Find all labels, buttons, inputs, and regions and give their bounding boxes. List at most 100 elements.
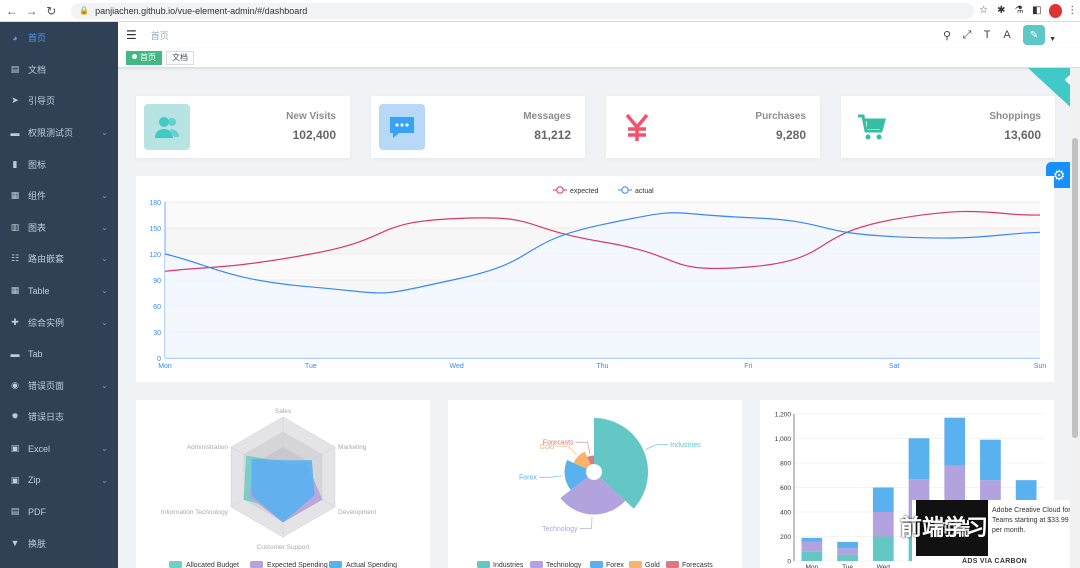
message-icon [379,104,425,150]
sidebar-item[interactable]: ▬ 权限测试页 ⌄ [0,117,118,149]
lock-icon[interactable]: 🔒 [79,6,90,15]
legend-swatch[interactable] [477,561,490,568]
forward-icon[interactable]: → [25,3,38,18]
legend-swatch[interactable] [329,561,342,568]
sidebar-item[interactable]: ▮ 图标 [0,148,118,180]
legend-swatch[interactable] [250,561,263,568]
pie-slice[interactable] [587,455,594,465]
navbar: ☰ 首页 ⚲ ⤢ T A ✎ ▼ [118,22,1080,48]
address-bar[interactable]: 🔒 panjiachen.github.io/vue-element-admin… [71,2,974,19]
sidebar-item[interactable]: ◕ 首页 [0,22,118,54]
extension-icon[interactable]: ✱ [997,5,1006,16]
y-tick-label: 400 [780,510,791,517]
bar-segment[interactable] [801,551,823,561]
sidebar-item[interactable]: ✹ 错误日志 [0,401,118,433]
bar-segment[interactable] [872,487,894,513]
scrollbar[interactable] [1070,68,1080,568]
ad-text[interactable]: Adobe Creative Cloud for Teams starting … [992,507,1071,534]
avatar[interactable]: ✎ [1023,25,1046,45]
card-panel[interactable]: Purchases 9,280 [606,96,820,158]
sidebar-item[interactable]: ▼ 换肤 [0,528,118,560]
bar-segment[interactable] [837,548,858,555]
sidebar-item[interactable]: ➤ 引导页 [0,85,118,117]
sidebar-item-label: 权限测试页 [28,128,74,139]
size-icon[interactable]: T [983,29,991,41]
legend-label[interactable]: expected [570,188,599,195]
pie-slice[interactable] [573,451,591,469]
sidebar-toggle-icon[interactable]: ◧ [1032,5,1042,16]
sidebar-item[interactable]: ▤ 文档 [0,54,118,86]
pie-slice[interactable] [594,418,648,509]
ad-image[interactable]: 前端 [916,500,988,556]
bar-segment[interactable] [944,417,966,466]
more-icon[interactable]: ⋮ [1067,5,1078,16]
hamburger-icon[interactable]: ☰ [126,28,137,42]
sidebar-item-label: 图表 [28,222,47,233]
fullscreen-icon[interactable]: ⤢ [962,28,972,41]
scrollbar-thumb[interactable] [1072,138,1078,438]
legend-swatch[interactable] [629,561,642,568]
legend-swatch[interactable] [169,561,182,568]
legend-label[interactable]: Gold [645,562,660,568]
bar-segment[interactable] [801,537,823,542]
sidebar-item[interactable]: ◉ 错误页面 ⌄ [0,370,118,402]
legend-label[interactable]: Allocated Budget [186,562,239,568]
tag-item[interactable]: 首页 [126,50,162,65]
bar-segment[interactable] [872,536,894,562]
card-panel[interactable]: Shoppings 13,600 [841,96,1055,158]
sidebar-item[interactable]: ▥ 图表 ⌄ [0,212,118,244]
flask-icon[interactable]: ⚗ [1014,5,1024,16]
tag-item[interactable]: 文档 [166,50,194,65]
legend-label[interactable]: Technology [546,562,582,568]
browser-profile-avatar[interactable] [1048,3,1063,18]
sidebar-item-label: 图标 [28,159,47,170]
sidebar-item[interactable]: ▣ Zip ⌄ [0,464,118,496]
legend-marker[interactable] [556,186,564,194]
legend-label[interactable]: Actual Spending [346,562,397,568]
chart-icon: ▥ [10,221,20,232]
sidebar-item[interactable]: ▬ Tab [0,338,118,370]
pdf-icon: ▤ [10,506,20,517]
example-icon: ✚ [11,316,19,327]
language-icon[interactable]: A [1003,29,1011,41]
card-panel[interactable]: New Visits 102,400 [136,96,350,158]
ad-via[interactable]: ADS VIA CARBON [962,558,1027,565]
legend-swatch[interactable] [666,561,679,568]
pie-slice[interactable] [560,476,626,515]
legend-label[interactable]: Forex [606,562,624,568]
breadcrumb[interactable]: 首页 [150,30,169,41]
back-icon[interactable]: ← [5,3,18,18]
card-panel[interactable]: Messages 81,212 [371,96,585,158]
legend-label[interactable]: Industries [493,562,524,568]
ad-image-text: 前端 [934,519,970,539]
reload-icon[interactable]: ↻ [46,3,57,18]
legend-label[interactable]: actual [635,188,654,195]
legend-marker[interactable] [621,186,629,194]
sidebar-item[interactable]: ▤ PDF [0,496,118,528]
star-icon[interactable]: ☆ [979,5,989,16]
bar-segment[interactable] [980,439,1001,481]
sidebar-item[interactable]: ▣ Excel ⌄ [0,433,118,465]
carbon-ad[interactable]: 前端 Adobe Creative Cloud for Teams starti… [912,500,1080,568]
caret-down-icon[interactable]: ▼ [1049,35,1056,43]
radar-chart-panel: Sales Marketing Development Customer Suppor… [136,400,430,568]
pie-slice[interactable] [564,460,588,491]
sidebar-item[interactable]: ☷ 路由嵌套 ⌄ [0,243,118,275]
bar-segment[interactable] [872,512,894,537]
sidebar-item[interactable]: ✚ 综合实例 ⌄ [0,306,118,338]
radar-series-2[interactable] [251,458,315,523]
search-icon[interactable]: ⚲ [943,29,952,42]
bar-segment[interactable] [801,541,823,552]
icon-icon: ▮ [12,158,18,169]
legend-swatch[interactable] [530,561,543,568]
radar-indicator-label: Development [338,509,376,516]
bar-segment[interactable] [837,554,858,561]
radar-indicator-label: Information Technology [161,509,229,516]
sidebar-item[interactable]: ▦ Table ⌄ [0,275,118,307]
legend-swatch[interactable] [590,561,603,568]
bar-segment[interactable] [837,541,858,549]
sidebar-item[interactable]: ▦ 组件 ⌄ [0,180,118,212]
legend-label[interactable]: Forecasts [682,562,713,568]
bar-segment[interactable] [908,438,930,480]
legend-label[interactable]: Expected Spending [267,562,328,568]
